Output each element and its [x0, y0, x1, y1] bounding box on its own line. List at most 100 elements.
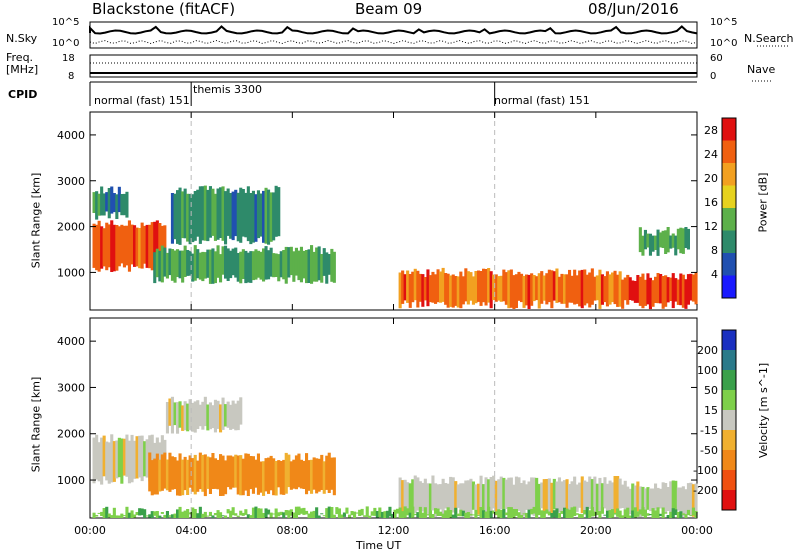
heatmap-cell — [598, 269, 602, 309]
heatmap-cell — [664, 230, 668, 254]
heatmap-cell — [287, 510, 291, 518]
heatmap-cell — [274, 185, 278, 237]
power-colorbar-tick-28: 28 — [704, 124, 718, 137]
heatmap-cell — [623, 509, 627, 518]
heatmap-cell — [684, 514, 688, 518]
heatmap-cell — [127, 220, 131, 272]
heatmap-cell — [444, 273, 448, 305]
heatmap-cell — [122, 515, 126, 517]
heatmap-cell — [654, 483, 658, 510]
heatmap-cell — [262, 190, 266, 243]
heatmap-cell — [565, 479, 569, 513]
heatmap-cell — [656, 487, 660, 509]
heatmap-cell — [224, 515, 228, 518]
heatmap-cell — [681, 486, 685, 517]
heatmap-cell — [277, 254, 281, 282]
heatmap-cell — [269, 192, 273, 242]
heatmap-cell — [158, 223, 162, 266]
heatmap-cell — [148, 452, 152, 492]
heatmap-cell — [661, 276, 665, 309]
heatmap-cell — [176, 402, 180, 434]
cpid-segment-3: normal (fast) 151 — [494, 94, 590, 107]
heatmap-cell — [570, 507, 574, 518]
heatmap-cell — [241, 512, 245, 516]
heatmap-cell — [621, 515, 625, 518]
heatmap-cell — [287, 247, 291, 278]
heatmap-cell — [213, 513, 217, 516]
heatmap-cell — [198, 186, 202, 244]
heatmap-cell — [153, 221, 157, 270]
heatmap-cell — [492, 475, 496, 509]
heatmap-cell — [444, 483, 448, 509]
heatmap-cell — [112, 441, 116, 482]
heatmap-cell — [681, 274, 685, 308]
heatmap-cell — [563, 274, 567, 304]
heatmap-cell — [249, 193, 253, 245]
heatmap-cell — [671, 508, 675, 518]
heatmap-cell — [133, 225, 137, 267]
heatmap-cell — [325, 508, 329, 518]
heatmap-cell — [277, 512, 281, 517]
heatmap-cell — [231, 400, 235, 429]
heatmap-cell — [568, 509, 572, 518]
heatmap-cell — [165, 511, 169, 518]
heatmap-cell — [110, 434, 114, 483]
panel-1-region-6 — [621, 272, 698, 310]
heatmap-cell — [279, 511, 283, 515]
heatmap-cell — [229, 510, 233, 518]
heatmap-cell — [507, 507, 511, 518]
heatmap-cell — [406, 508, 410, 516]
heatmap-cell — [613, 270, 617, 305]
heatmap-cell — [269, 512, 273, 518]
heatmap-cell — [436, 269, 440, 303]
velocity-colorbar-segment — [722, 390, 736, 411]
nsearch-line — [89, 39, 698, 45]
heatmap-cell — [606, 510, 610, 518]
panel-1-ytick-label-4000: 4000 — [57, 129, 85, 142]
heatmap-cell — [456, 513, 460, 517]
xtick-label-4: 16:00 — [479, 524, 511, 537]
heatmap-cell — [330, 457, 334, 490]
heatmap-cell — [138, 228, 142, 269]
heatmap-cell — [398, 507, 402, 518]
heatmap-cell — [153, 252, 157, 284]
heatmap-cell — [229, 404, 233, 430]
heatmap-cell — [585, 274, 589, 304]
heatmap-cell — [196, 189, 200, 237]
heatmap-cell — [100, 437, 104, 485]
heatmap-cell — [669, 481, 673, 513]
heatmap-cell — [638, 509, 642, 515]
heatmap-cell — [305, 250, 309, 284]
heatmap-cell — [434, 483, 438, 517]
panel-1-region-7 — [638, 227, 690, 256]
heatmap-cell — [244, 509, 248, 515]
heatmap-cell — [208, 249, 212, 284]
power-colorbar-segment — [722, 185, 736, 209]
heatmap-cell — [158, 515, 162, 518]
heatmap-cell — [256, 508, 260, 518]
heatmap-cell — [656, 229, 660, 256]
heatmap-cell — [378, 507, 382, 518]
heatmap-cell — [112, 224, 116, 272]
heatmap-cell — [226, 188, 230, 236]
heatmap-cell — [107, 224, 111, 268]
heatmap-cell — [107, 442, 111, 484]
heatmap-cell — [176, 509, 180, 518]
heatmap-cell — [299, 459, 303, 489]
panel-2-region-3 — [165, 396, 243, 434]
heatmap-cell — [198, 506, 202, 518]
heatmap-cell — [593, 276, 597, 301]
heatmap-cell — [133, 514, 137, 518]
heatmap-cell — [588, 272, 592, 308]
xtick-label-6: 00:00 — [681, 524, 713, 537]
heatmap-cell — [674, 278, 678, 302]
power-colorbar-tick-8: 8 — [711, 244, 718, 257]
heatmap-cell — [168, 515, 172, 517]
heatmap-cell — [307, 460, 311, 491]
heatmap-cell — [583, 269, 587, 306]
heatmap-cell — [196, 460, 200, 492]
heatmap-cell — [284, 246, 288, 284]
heatmap-cell — [454, 481, 458, 513]
heatmap-cell — [459, 483, 463, 513]
heatmap-cell — [477, 514, 481, 516]
